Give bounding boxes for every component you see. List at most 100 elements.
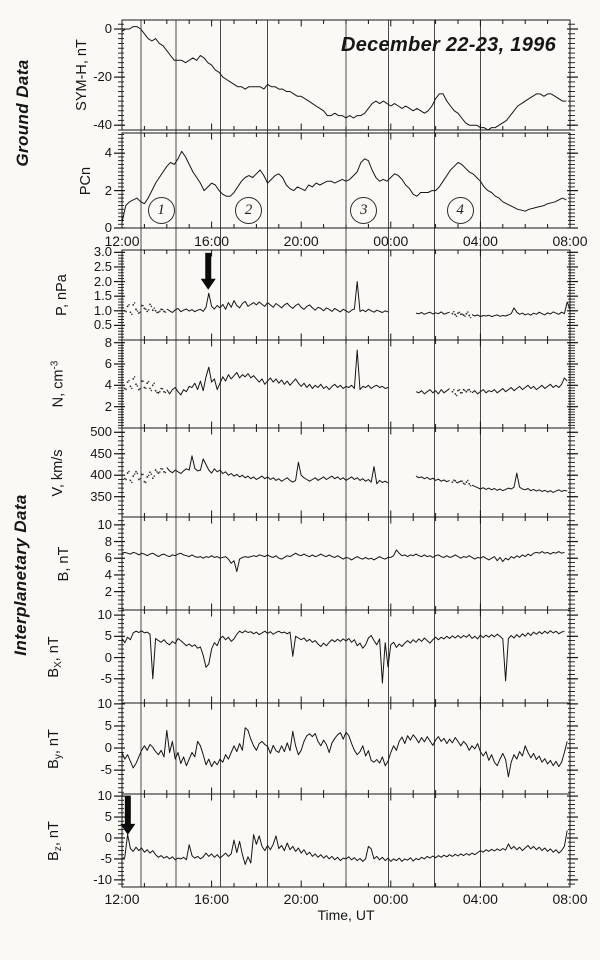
x-tick-label-top: 20:00 [283,233,319,249]
event-marker-4: 4 [446,196,474,224]
series-p-dot [135,308,137,311]
y-tick-label: 10 [97,607,112,623]
x-tick-label-top: 12:00 [104,233,140,249]
series-b [121,549,565,573]
series-n-dot [163,390,165,393]
series-p-dot [133,302,136,304]
series-n-dot [137,388,140,391]
series-v-dot [458,480,461,483]
series-bx [121,630,565,684]
y-tick-label: 2 [104,583,112,599]
y-tick-label: 450 [90,445,112,461]
series-symh [121,26,567,131]
y-tick-label: -20 [93,69,112,85]
series-n-dot [160,387,163,390]
y-tick-label: 8 [104,334,112,350]
series-p-dot [163,310,165,313]
series-n-dot [122,384,125,387]
series-p-dot [161,308,164,311]
series-p-dot [142,304,144,307]
ylabel-part: P, nPa [54,274,70,316]
series-p-dot [129,311,132,314]
series-v-dot [151,477,154,480]
y-tick-label: 3.0 [93,244,112,260]
y-tick-label: 0 [104,649,112,665]
ylabel-part: B [46,850,62,861]
series-v-dot [160,467,163,470]
series-v-dot [457,481,459,484]
series-v-dot [163,470,165,473]
series-v-dot [461,480,464,482]
series-n-dot [159,390,161,393]
series-n-dot [455,394,458,397]
ylabel-part: -3 [49,360,61,370]
y-tick-label: 0 [104,829,112,845]
ylabel-part: , nT [46,728,62,754]
series-p-dot [123,309,126,312]
series-v-dot [150,473,153,476]
series-n-dot [157,391,160,394]
series-n [415,388,450,395]
series-p-dot [454,313,457,316]
series-n-dot [469,390,472,393]
y-tick-label: 10 [97,788,112,804]
y-tick-label: 10 [97,516,112,532]
series-p-dot [128,303,130,306]
series-p-dot [143,307,146,310]
series-n-dot [464,389,466,392]
series-p-dot [121,306,123,309]
series-p-dot [157,311,160,314]
series-p-dot [469,316,472,319]
series-n [471,377,568,395]
series-p-dot [145,308,147,311]
series-by [121,727,568,778]
figure-title: December 22-23, 1996 [340,34,556,56]
y-tick-label: 2 [104,398,112,414]
side-label-interplanetary-data: Interplanetary Data [11,494,30,656]
ylabel-part: N, cm [50,369,67,408]
series-n-dot [125,388,127,391]
panel-ylabel-p: P, nPa [54,274,70,316]
series-v-dot [133,473,136,475]
y-tick-label: 2 [104,182,112,198]
series-v-dot [145,481,147,484]
y-tick-label: 0 [104,21,112,37]
series-p-dot [465,312,468,315]
y-tick-label: 5 [104,628,112,644]
ylabel-part: SYM-H, nT [74,39,90,111]
series-n-dot [121,384,123,387]
series-p-dot [146,310,149,313]
ylabel-part: X [53,660,64,668]
series-p-dot [164,311,167,313]
side-label-ground-data: Ground Data [13,59,32,167]
series-n-dot [129,385,132,388]
panel-ylabel-bx: BX, nT [46,636,64,677]
y-tick-label: 0 [104,740,112,756]
x-tick-label-top: 00:00 [373,233,409,249]
series-n-dot [467,389,469,391]
ylabel-part: PCn [78,166,94,195]
y-tick-label: 5 [104,809,112,825]
x-tick-label-top: 04:00 [462,233,498,249]
series-n [166,349,389,396]
series-p-dot [122,307,125,309]
series-p-dot [159,310,161,312]
event-marker-1: 1 [147,196,175,224]
series-n-dot [459,391,462,394]
ylabel-part: z [53,845,64,851]
series-n-dot [164,391,167,394]
series-n-dot [454,392,457,395]
series-p-dot [160,308,163,311]
series-v-dot [131,481,133,484]
x-tick-label-bottom: 00:00 [373,891,409,907]
ylabel-part: B, nT [56,546,72,581]
series-n-dot [147,380,150,383]
series-v-dot [140,473,143,476]
series-v-dot [454,479,457,482]
panel-ylabel-by: By, nT [46,729,64,769]
x-tick-label-bottom: 04:00 [462,891,498,907]
y-tick-label: -40 [93,117,112,133]
series-p-dot [139,311,141,313]
y-tick-label: 0.5 [93,317,112,333]
